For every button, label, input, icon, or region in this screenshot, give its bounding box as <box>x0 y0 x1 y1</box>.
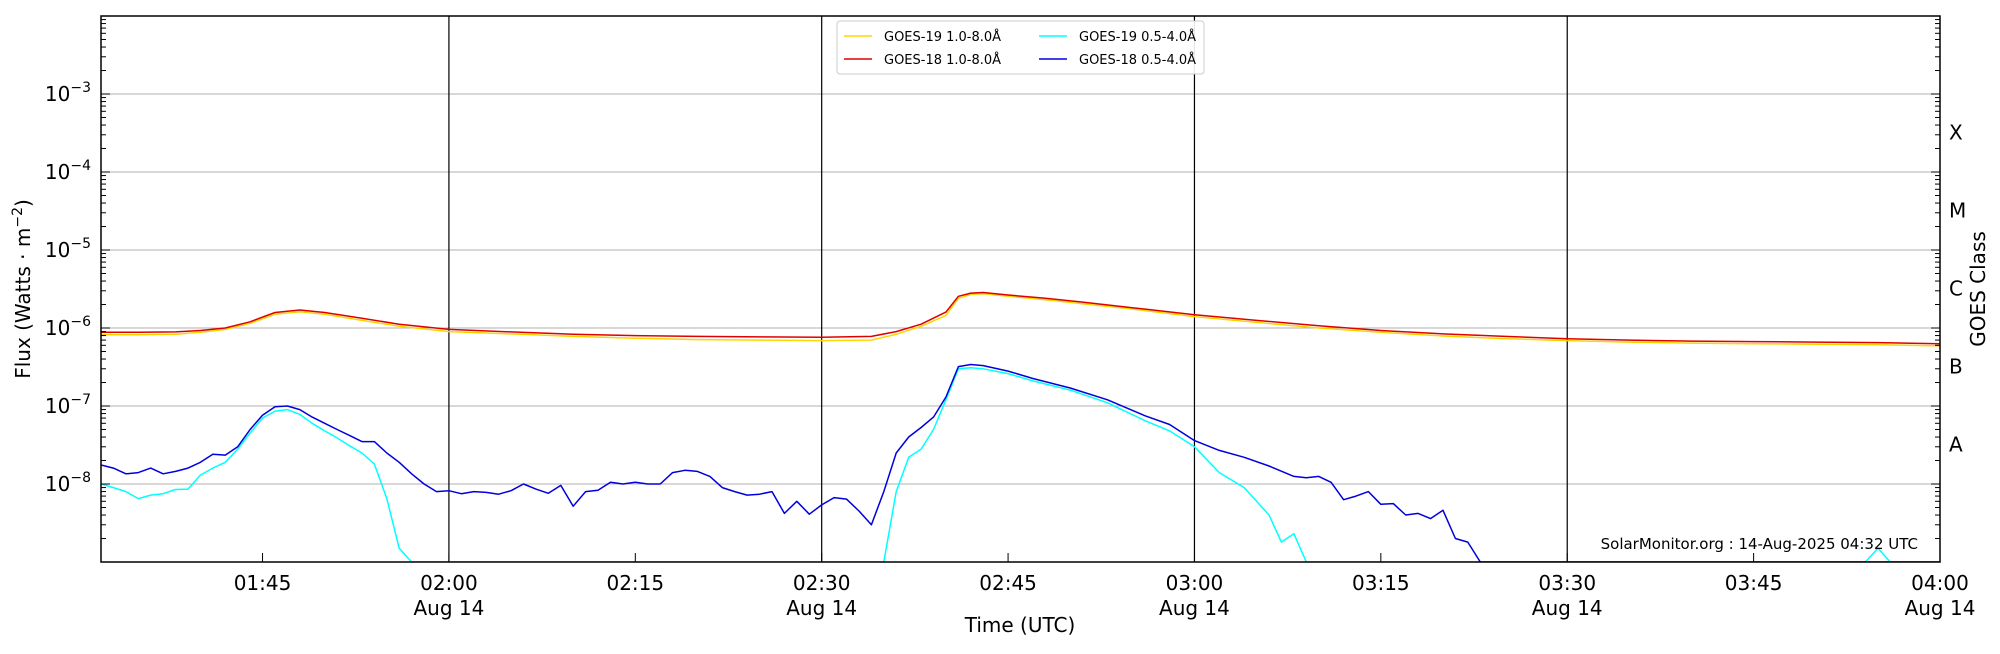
day-separator-lines <box>448 16 1568 562</box>
x-tick-label: 01:45 <box>234 571 292 595</box>
series-line <box>101 292 1940 347</box>
x-tick-date-label: Aug 14 <box>413 596 484 620</box>
goes-class-axis-title: GOES Class <box>1966 231 1990 347</box>
x-tick-label: 04:00 <box>1911 571 1969 595</box>
series-line <box>101 366 1940 562</box>
y-axis-title: Flux (Watts · m−2) <box>10 199 35 379</box>
x-tick-label: 03:15 <box>1352 571 1410 595</box>
goes-class-label: B <box>1949 355 1963 379</box>
series-line <box>101 363 1940 562</box>
series-line <box>101 291 1940 345</box>
x-tick-label: 02:00 <box>420 571 478 595</box>
goes-class-label: C <box>1949 277 1963 301</box>
grid-lines <box>101 93 1940 485</box>
legend: GOES-19 1.0-8.0Å GOES-19 0.5-4.0Å GOES-18 … <box>836 20 1205 75</box>
credit-annotation: SolarMonitor.org : 14-Aug-2025 04:32 UTC <box>1601 535 1918 553</box>
x-tick-date-label: Aug 14 <box>786 596 857 620</box>
goes-class-label: M <box>1949 199 1966 223</box>
x-tick-date-label: Aug 14 <box>1159 596 1230 620</box>
y-tick-label: 10−4 <box>45 158 91 184</box>
legend-entry: GOES-19 0.5-4.0Å <box>1079 29 1196 45</box>
legend-box <box>836 20 1205 75</box>
series-lines <box>101 291 1940 562</box>
y-tick-label: 10−5 <box>45 236 91 262</box>
x-tick-date-label: Aug 14 <box>1905 596 1976 620</box>
x-tick-label: 02:45 <box>979 571 1037 595</box>
plot-frame <box>100 15 1941 563</box>
x-axis-title: Time (UTC) <box>964 613 1076 637</box>
x-tick-label: 03:45 <box>1725 571 1783 595</box>
x-tick-label: 02:15 <box>606 571 664 595</box>
x-tick-date-label: Aug 14 <box>1532 596 1603 620</box>
y-axis-title-superscript: −2 <box>10 207 26 228</box>
legend-entry: GOES-19 1.0-8.0Å <box>884 29 1001 45</box>
legend-entry: GOES-18 0.5-4.0Å <box>1079 52 1196 68</box>
y-tick-label: 10−7 <box>45 392 91 418</box>
y-tick-label: 10−3 <box>45 80 91 106</box>
y-tick-label: 10−8 <box>45 470 91 496</box>
y-tick-label: 10−6 <box>45 314 91 340</box>
goes-class-label: A <box>1949 433 1963 457</box>
x-tick-label: 03:30 <box>1538 571 1596 595</box>
x-tick-label: 02:30 <box>793 571 851 595</box>
legend-entry: GOES-18 1.0-8.0Å <box>884 52 1001 68</box>
x-tick-label: 03:00 <box>1166 571 1224 595</box>
goes-class-label: X <box>1949 121 1963 145</box>
